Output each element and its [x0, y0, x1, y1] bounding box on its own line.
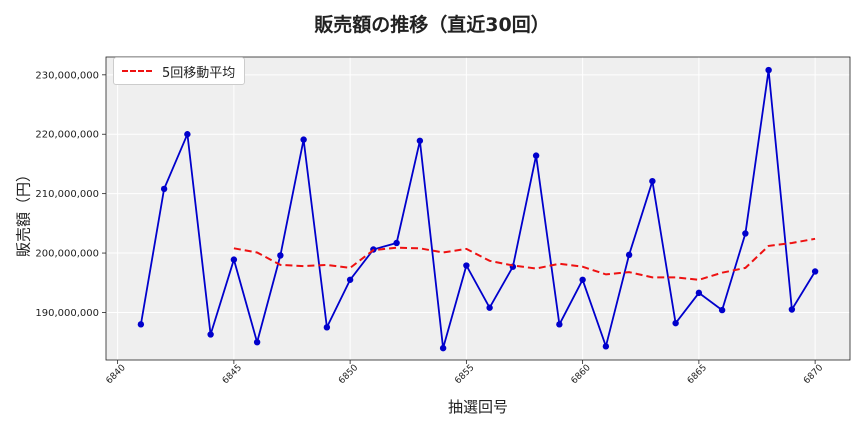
- x-tick-label: 6865: [686, 363, 709, 386]
- sales-data-point: [602, 343, 610, 350]
- sales-line: [140, 69, 816, 350]
- x-tick-label: 6840: [105, 363, 128, 386]
- x-tick-label: 6860: [570, 363, 593, 386]
- y-tick-label: 200,000,000: [35, 249, 99, 260]
- sales-data-point: [579, 276, 586, 283]
- sales-data-point: [230, 256, 238, 263]
- sales-data-point: [718, 306, 726, 314]
- moving-average-line: [233, 237, 816, 281]
- sales-data-point: [346, 276, 354, 283]
- y-tick-label: 190,000,000: [35, 308, 99, 319]
- sales-data-point: [742, 230, 749, 237]
- x-axis-label: 抽選回号: [447, 398, 508, 416]
- sales-data-point: [323, 324, 331, 331]
- sales-data-point: [137, 321, 145, 328]
- sales-data-point: [532, 152, 540, 159]
- sales-data-point: [207, 331, 214, 338]
- sales-data-point: [625, 251, 633, 259]
- x-tick-label: 6855: [453, 363, 476, 386]
- sales-data-point: [486, 304, 493, 311]
- plot-frame: [105, 56, 851, 361]
- sales-data-point: [649, 177, 656, 185]
- sales-data-point: [765, 66, 772, 74]
- sales-data-point: [695, 289, 703, 297]
- y-tick-label: 210,000,000: [35, 189, 99, 200]
- sales-data-point: [160, 185, 168, 193]
- sales-data-point: [788, 306, 796, 313]
- sales-data-point: [300, 136, 307, 143]
- sales-data-point: [811, 268, 819, 275]
- legend-dashed-line-swatch: [122, 70, 152, 72]
- sales-data-point: [184, 131, 191, 138]
- sales-data-point: [672, 319, 679, 327]
- sales-data-point: [556, 321, 563, 328]
- sales-data-point: [463, 262, 470, 269]
- plot-background: [106, 57, 850, 360]
- sales-data-point: [439, 344, 447, 352]
- x-tick-label: 6850: [337, 363, 360, 386]
- sales-data-point: [277, 252, 284, 259]
- y-tick-label: 220,000,000: [35, 130, 99, 141]
- chart-title: 販売額の推移（直近30回）: [314, 14, 550, 36]
- x-tick-label: 6870: [802, 363, 825, 386]
- legend-label-moving-average: 5回移動平均: [162, 65, 236, 81]
- x-tick-label: 6845: [221, 363, 244, 386]
- sales-data-point: [416, 137, 424, 144]
- sales-data-point: [253, 338, 261, 346]
- legend: 5回移動平均: [113, 57, 246, 85]
- y-tick-label: 230,000,000: [35, 70, 99, 81]
- sales-data-point: [393, 239, 400, 247]
